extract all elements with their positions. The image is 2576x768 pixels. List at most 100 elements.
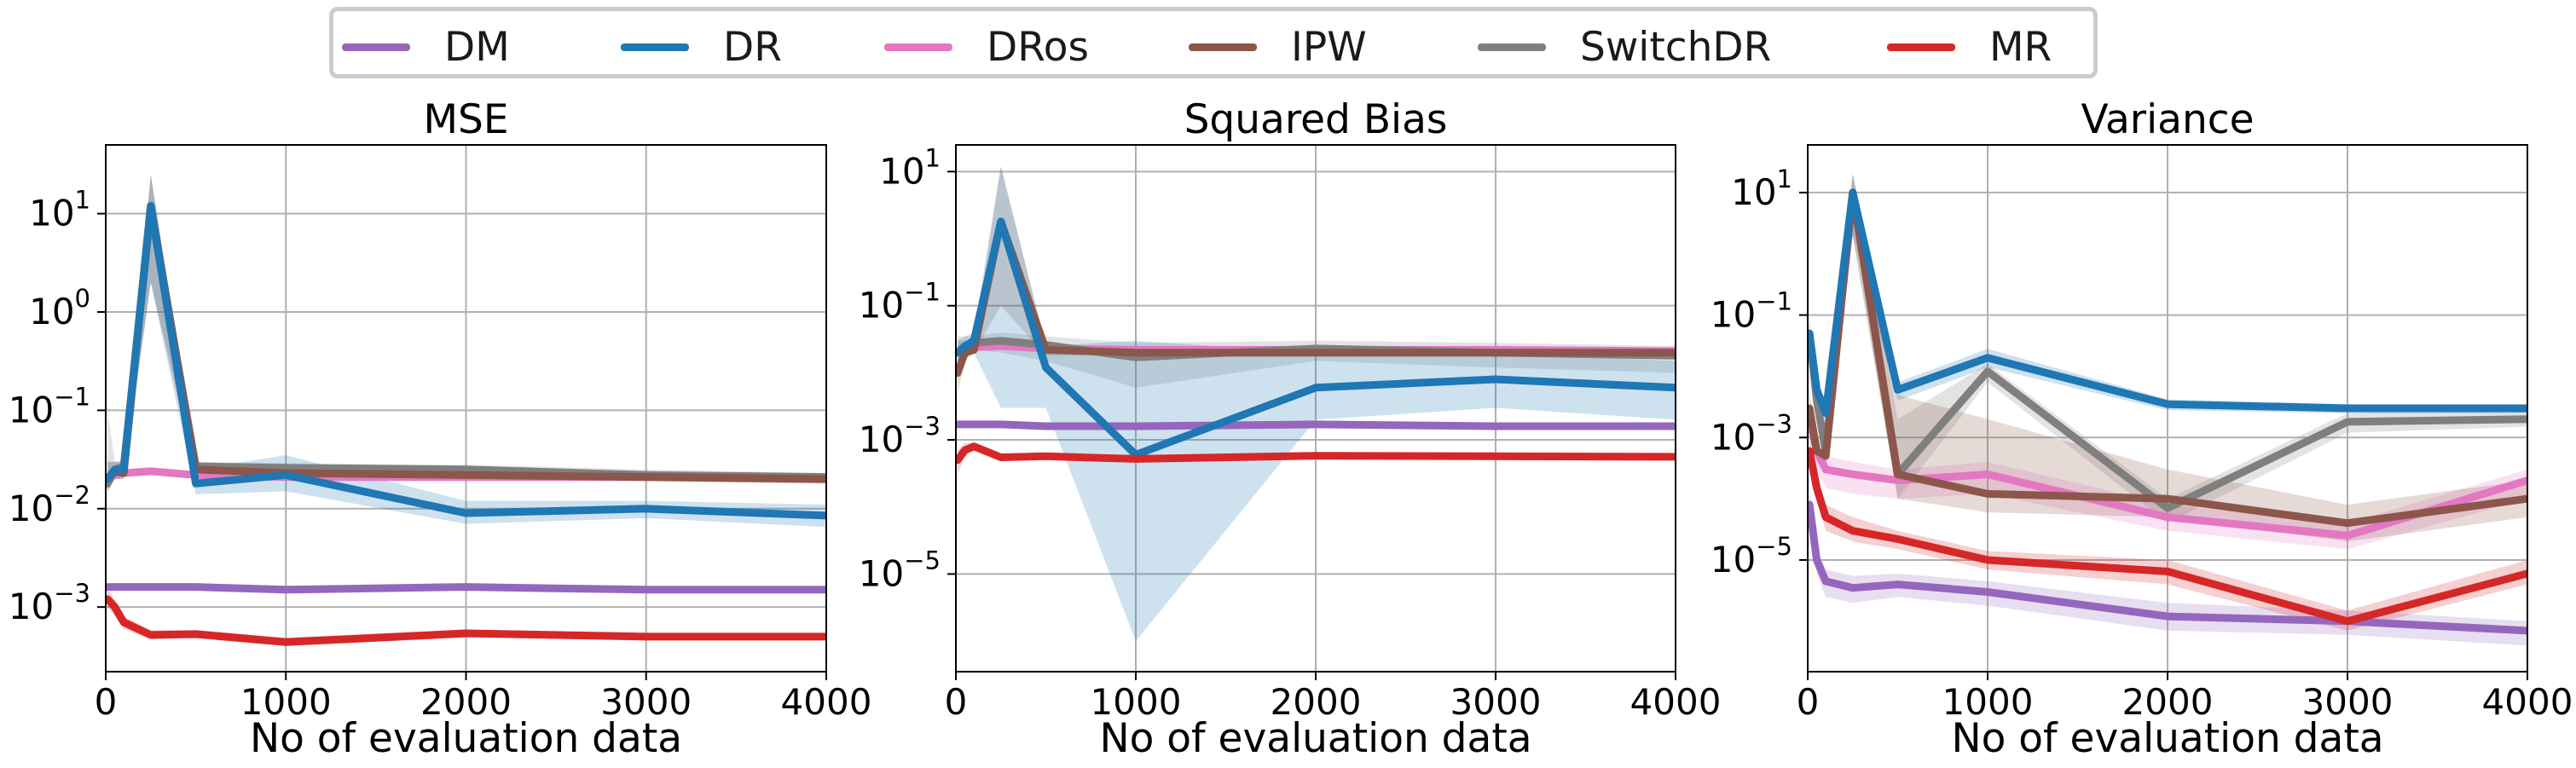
chart-2-xtick-label: 4000 <box>1630 681 1722 723</box>
chart-3-band-ipw <box>1809 174 2527 542</box>
chart-3-panel: 0 1000 2000 3000 4000 101 10−1 10−3 10−5 Variance… <box>1711 96 2573 762</box>
legend-swatch-dros <box>884 43 952 51</box>
legend-swatch-ipw <box>1189 43 1257 51</box>
chart-3-point-ipw <box>1896 472 1900 476</box>
chart-3-point-ipw <box>1824 453 1828 458</box>
chart-3-point-dr <box>1808 332 1812 336</box>
chart-3-point-dr <box>1986 355 1989 360</box>
chart-3-point-dm <box>1815 558 1819 562</box>
chart-2-point-ipw <box>956 371 960 375</box>
chart-3-point-dr <box>2346 407 2349 410</box>
chart-2-point-dm <box>1134 424 1137 428</box>
legend-swatch-switchdr <box>1478 43 1546 51</box>
chart-2-plot-area <box>956 166 1676 642</box>
chart-1-point-dr <box>644 506 648 511</box>
chart-1-point-mr <box>464 632 468 635</box>
chart-3-point-ipw <box>1808 407 1812 410</box>
legend-swatch-dr <box>621 43 689 51</box>
legend-item-dros: DRos <box>884 11 1089 83</box>
chart-2-point-dm <box>1314 422 1317 426</box>
chart-3-point-switchdr <box>1986 369 1989 373</box>
chart-3-title: Variance <box>2081 96 2254 143</box>
chart-3-band-dr <box>1809 174 2527 427</box>
chart-2-ytick-label: 10−3 <box>859 412 941 460</box>
chart-3-plot-area <box>1808 174 2527 646</box>
legend-item-ipw: IPW <box>1189 11 1367 83</box>
chart-2-point-dr <box>1494 378 1497 381</box>
chart-3-series-line-dr <box>1808 188 2527 418</box>
chart-3-ytick-label: 101 <box>1731 165 1792 213</box>
chart-1-point-dm <box>148 585 153 589</box>
chart-2-ytick-label: 10−5 <box>859 546 941 594</box>
chart-2-point-dm <box>1044 424 1048 428</box>
legend-item-dr: DR <box>621 11 782 83</box>
chart-3-point-ipw <box>1815 449 1819 453</box>
chart-2-point-mr <box>1494 454 1497 459</box>
chart-2-point-mr <box>1134 457 1137 461</box>
chart-1-point-dm <box>194 585 198 589</box>
chart-1-point-mr <box>148 632 153 637</box>
legend: DM DR DRos IPW SwitchDR MR <box>329 7 2098 78</box>
chart-3-point-mr <box>1850 528 1855 533</box>
chart-1-point-dros <box>148 469 153 473</box>
chart-3-point-dm <box>1896 582 1900 586</box>
chart-1-point-mr <box>106 598 110 601</box>
chart-3-point-dr <box>1896 388 1900 392</box>
chart-1-series-line-ipw <box>106 202 826 483</box>
chart-1-point-dr <box>106 477 110 481</box>
chart-1-band-switchdr <box>107 174 826 492</box>
chart-3-point-dros <box>2166 515 2169 519</box>
chart-3-point-ipw <box>2346 521 2349 525</box>
chart-3-point-dr <box>2166 402 2169 407</box>
chart-3-point-mr <box>1896 537 1900 541</box>
chart-3-xtick-label: 4000 <box>2482 681 2573 723</box>
chart-3-point-dm <box>2166 615 2169 619</box>
chart-3-ytick-label: 10−5 <box>1711 532 1792 580</box>
chart-3-point-ipw <box>1986 492 1989 496</box>
chart-2-point-dr <box>956 350 960 355</box>
chart-1-point-ipw <box>644 475 648 479</box>
chart-1-point-dr <box>113 467 117 471</box>
chart-2-point-dm <box>1494 424 1497 428</box>
chart-1-xtick-label: 0 <box>95 681 118 723</box>
chart-3-point-dros <box>1896 478 1900 482</box>
chart-3-point-dr <box>1850 190 1855 194</box>
legend-item-dm: DM <box>342 11 510 83</box>
chart-1-point-mr <box>194 632 198 636</box>
legend-label-ipw: IPW <box>1291 23 1367 71</box>
chart-2-point-mr <box>1314 453 1317 458</box>
chart-1-ytick-label: 10−3 <box>9 579 90 627</box>
legend-item-switchdr: SwitchDR <box>1478 11 1771 83</box>
chart-2-point-ipw <box>1494 350 1497 355</box>
chart-2-point-mr <box>956 458 960 462</box>
chart-1-series-line-mr <box>106 595 826 646</box>
chart-3-point-dm <box>1986 590 1989 594</box>
chart-1-point-dr <box>148 204 153 208</box>
chart-2-point-dm <box>963 422 967 426</box>
chart-2-point-dm <box>956 422 960 426</box>
chart-1-xlabel: No of evaluation data <box>250 715 682 762</box>
chart-1-point-mr <box>122 621 126 624</box>
chart-2-point-dr <box>1314 385 1317 390</box>
legend-item-mr: MR <box>1887 11 2052 83</box>
chart-1-point-dm <box>113 585 117 589</box>
chart-2-xtick-label: 3000 <box>1450 681 1542 723</box>
chart-3-ytick-label: 10−3 <box>1711 409 1792 458</box>
chart-3-point-dm <box>1808 503 1812 507</box>
chart-2-band-dr <box>958 166 1676 642</box>
chart-1-ytick-label: 10−1 <box>9 382 90 430</box>
chart-1-point-dm <box>122 585 126 589</box>
chart-3-point-dros <box>2346 534 2349 538</box>
chart-1-panel: 0 1000 2000 3000 4000 101 100 10−1 10−2 10−3 MSE No… <box>9 96 872 762</box>
chart-3-point-dr <box>1824 411 1828 415</box>
chart-1-series-line-switchdr <box>106 205 826 488</box>
chart-2-series-line-ipw <box>956 217 1676 377</box>
chart-2-xtick-label: 0 <box>945 681 968 723</box>
chart-2-point-dr <box>1044 366 1048 370</box>
chart-2-point-dros <box>999 344 1003 349</box>
chart-2-point-mr <box>963 448 967 453</box>
legend-swatch-mr <box>1887 43 1955 51</box>
chart-2-point-switchdr <box>999 338 1003 343</box>
chart-1-point-dr <box>122 467 126 471</box>
